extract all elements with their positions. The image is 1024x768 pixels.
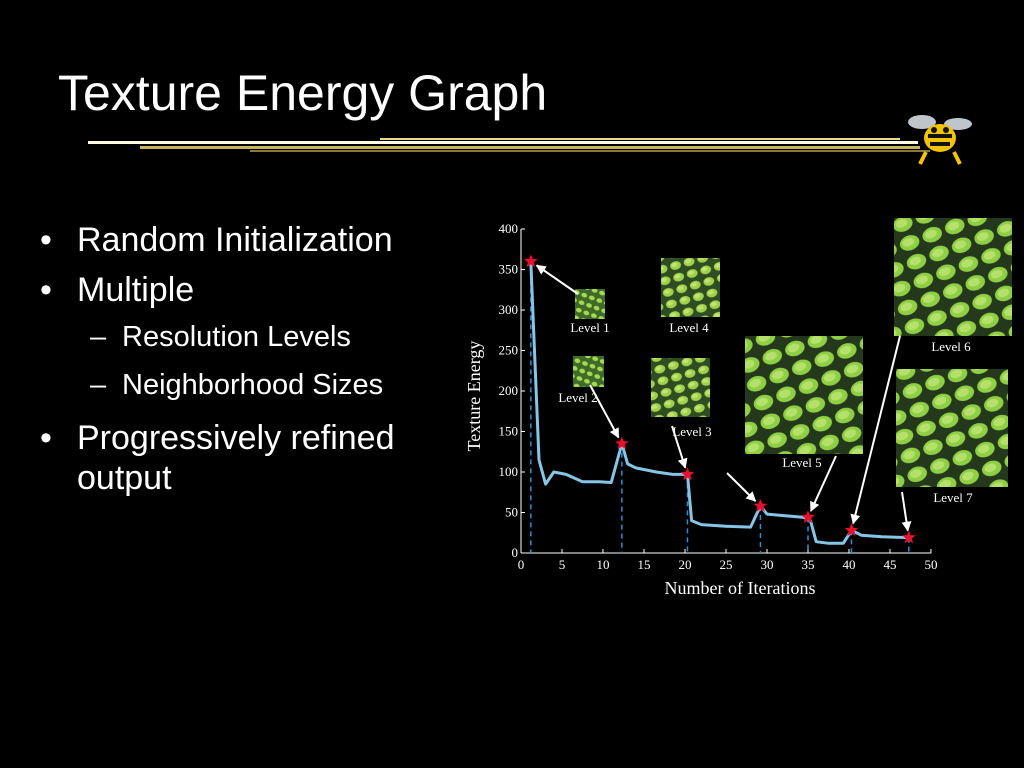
level-7-texture-thumbnail — [896, 369, 1008, 487]
bullet-text: Multiple — [77, 271, 195, 309]
x-tick-label: 5 — [559, 557, 566, 572]
bullet-text: Progressively refined output — [77, 419, 395, 497]
sub-bullet-marker: – — [90, 321, 107, 353]
annotation-arrow — [535, 264, 579, 295]
annotation-arrow — [809, 455, 837, 512]
slide-title: Texture Energy Graph — [58, 65, 548, 121]
y-tick-label: 200 — [499, 383, 519, 398]
y-axis-label: Texture Energy — [464, 341, 484, 452]
texture-energy-curve — [529, 261, 909, 545]
level-2-texture-thumbnail — [573, 356, 604, 387]
sub-bullet-item: – Resolution Levels — [40, 320, 480, 354]
annotation-arrow — [671, 425, 688, 469]
x-tick-label: 0 — [518, 557, 525, 572]
x-tick-label: 45 — [884, 557, 897, 572]
level-star-marker — [801, 510, 815, 523]
y-tick-label: 0 — [512, 545, 519, 560]
y-tick-label: 250 — [499, 343, 519, 358]
y-tick-label: 300 — [499, 302, 519, 317]
sub-bullet-text: Neighborhood Sizes — [122, 369, 384, 401]
y-tick-label: 400 — [499, 221, 519, 236]
x-tick-label: 20 — [679, 557, 692, 572]
level-5-texture-thumbnail — [745, 336, 863, 454]
bullet-list: • Random Initialization • Multiple – Res… — [40, 220, 480, 508]
level-label: Level 7 — [933, 490, 973, 505]
sub-bullet-item: – Neighborhood Sizes — [40, 368, 480, 402]
bullet-marker: • — [40, 419, 52, 457]
level-4-texture-thumbnail — [661, 258, 720, 317]
bullet-item: • Multiple — [40, 270, 480, 310]
x-tick-label: 50 — [925, 557, 938, 572]
level-label: Level 2 — [558, 390, 597, 405]
level-star-marker — [844, 523, 859, 536]
y-tick-label: 100 — [499, 464, 519, 479]
x-tick-label: 15 — [638, 557, 651, 572]
y-tick-label: 350 — [499, 262, 519, 277]
level-star-marker — [680, 467, 695, 481]
level-star-marker — [902, 530, 916, 544]
y-tick-label: 150 — [499, 424, 519, 439]
level-6-texture-thumbnail — [894, 218, 1012, 336]
level-1-texture-thumbnail — [575, 289, 605, 319]
annotation-arrow — [901, 491, 912, 532]
x-axis-label: Number of Iterations — [665, 578, 816, 598]
sub-bullet-text: Resolution Levels — [122, 321, 351, 353]
bullet-text: Random Initialization — [77, 221, 393, 259]
level-star-marker — [524, 254, 538, 268]
level-3-texture-thumbnail — [651, 358, 710, 417]
x-tick-label: 35 — [802, 557, 815, 572]
x-tick-label: 40 — [843, 557, 856, 572]
bullet-item: • Progressively refined output — [40, 418, 480, 498]
x-tick-label: 25 — [720, 557, 733, 572]
annotation-arrow — [850, 335, 901, 525]
bullet-marker: • — [40, 221, 52, 259]
y-tick-label: 50 — [505, 505, 518, 520]
x-tick-label: 10 — [597, 557, 610, 572]
texture-energy-chart: 0 5 10 15 20 25 30 35 40 45 50 0 50 100 150 200 250 300 35… — [464, 218, 1012, 598]
level-label: Level 3 — [672, 424, 711, 439]
level-label: Level 4 — [669, 320, 709, 335]
sub-bullet-marker: – — [90, 369, 107, 401]
level-label: Level 5 — [782, 455, 821, 470]
x-tick-label: 30 — [761, 557, 774, 572]
level-label: Level 6 — [931, 339, 971, 354]
level-label: Level 1 — [570, 320, 609, 335]
bullet-item: • Random Initialization — [40, 220, 480, 260]
yellow-jacket-mascot-icon — [908, 115, 972, 165]
bullet-marker: • — [40, 271, 52, 309]
level-star-marker — [615, 436, 629, 450]
annotation-arrow — [726, 472, 757, 502]
annotation-arrow — [589, 384, 620, 439]
level-star-marker — [753, 499, 768, 512]
